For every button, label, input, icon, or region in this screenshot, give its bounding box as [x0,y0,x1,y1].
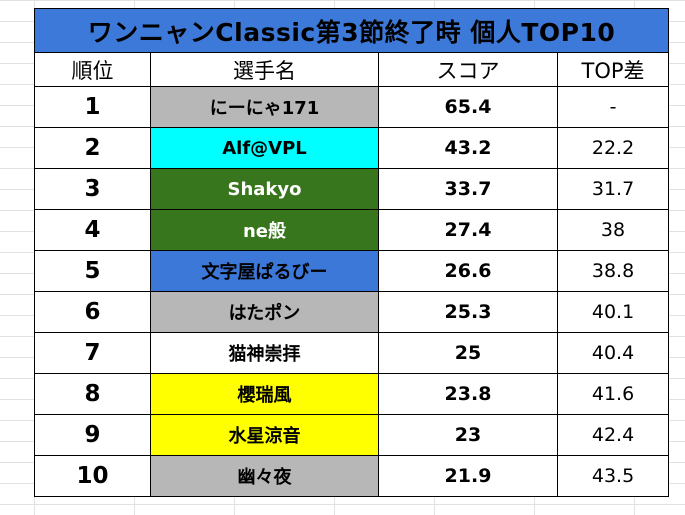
player-name-cell: ne般 [150,209,379,251]
table-row: 5 文字屋ぱるびー 26.6 38.8 [34,250,670,292]
table-title: ワンニャンClassic第3節終了時 個人TOP10 [33,8,670,53]
player-name-cell: 水星涼音 [150,414,379,456]
header-score: スコア [378,52,558,87]
ranking-rows: 1 にーにゃ171 65.4-2 Alf@VPL 43.2 22.2 3 Shakyo 33.7… [34,86,670,497]
score-cell: 21.9 [378,455,558,497]
ranking-table: ワンニャンClassic第3節終了時 個人TOP10 順位 選手名 スコア TO… [33,8,670,497]
top-diff-cell: 38.8 [556,250,670,292]
rank-cell: 9 [34,414,151,456]
top-diff-cell: 42.4 [556,414,670,456]
player-name-cell: Shakyo [150,168,379,210]
top-diff-cell: 31.7 [556,168,670,210]
header-top-diff: TOP差 [556,52,670,87]
score-cell: 26.6 [378,250,558,292]
score-cell: 43.2 [378,127,558,169]
player-name-cell: 猫神崇拝 [150,332,379,374]
score-cell: 65.4 [378,86,558,128]
header-row: 順位 選手名 スコア TOP差 [34,52,670,87]
top-diff-cell: 40.4 [556,332,670,374]
top-diff-cell: 38 [556,209,670,251]
table-row: 3 Shakyo 33.7 31.7 [34,168,670,210]
rank-cell: 8 [34,373,151,415]
table-row: 10 幽々夜 21.9 43.5 [34,455,670,497]
player-name-cell: はたポン [150,291,379,333]
top-diff-cell: 22.2 [556,127,670,169]
score-cell: 23 [378,414,558,456]
player-name-cell: 文字屋ぱるびー [150,250,379,292]
header-rank: 順位 [34,52,151,87]
score-cell: 25.3 [378,291,558,333]
rank-cell: 1 [34,86,151,128]
top-diff-cell: 41.6 [556,373,670,415]
table-row: 4 ne般 27.4 38 [34,209,670,251]
player-name-cell: にーにゃ171 [150,86,379,128]
table-row: 2 Alf@VPL 43.2 22.2 [34,127,670,169]
rank-cell: 7 [34,332,151,374]
score-cell: 25 [378,332,558,374]
rank-cell: 2 [34,127,151,169]
table-row: 7 猫神崇拝 25 40.4 [34,332,670,374]
player-name-cell: Alf@VPL [150,127,379,169]
top-diff-cell: - [556,86,670,128]
top-diff-cell: 40.1 [556,291,670,333]
score-cell: 33.7 [378,168,558,210]
rank-cell: 4 [34,209,151,251]
table-row: 8 櫻瑞風 23.8 41.6 [34,373,670,415]
player-name-cell: 幽々夜 [150,455,379,497]
table-row: 1 にーにゃ171 65.4- [34,86,670,128]
table-row: 9 水星涼音 23 42.4 [34,414,670,456]
table-row: 6 はたポン 25.3 40.1 [34,291,670,333]
header-player-name: 選手名 [150,52,379,87]
top-diff-cell: 43.5 [556,455,670,497]
player-name-cell: 櫻瑞風 [150,373,379,415]
rank-cell: 5 [34,250,151,292]
score-cell: 23.8 [378,373,558,415]
score-cell: 27.4 [378,209,558,251]
rank-cell: 10 [34,455,151,497]
rank-cell: 3 [34,168,151,210]
rank-cell: 6 [34,291,151,333]
